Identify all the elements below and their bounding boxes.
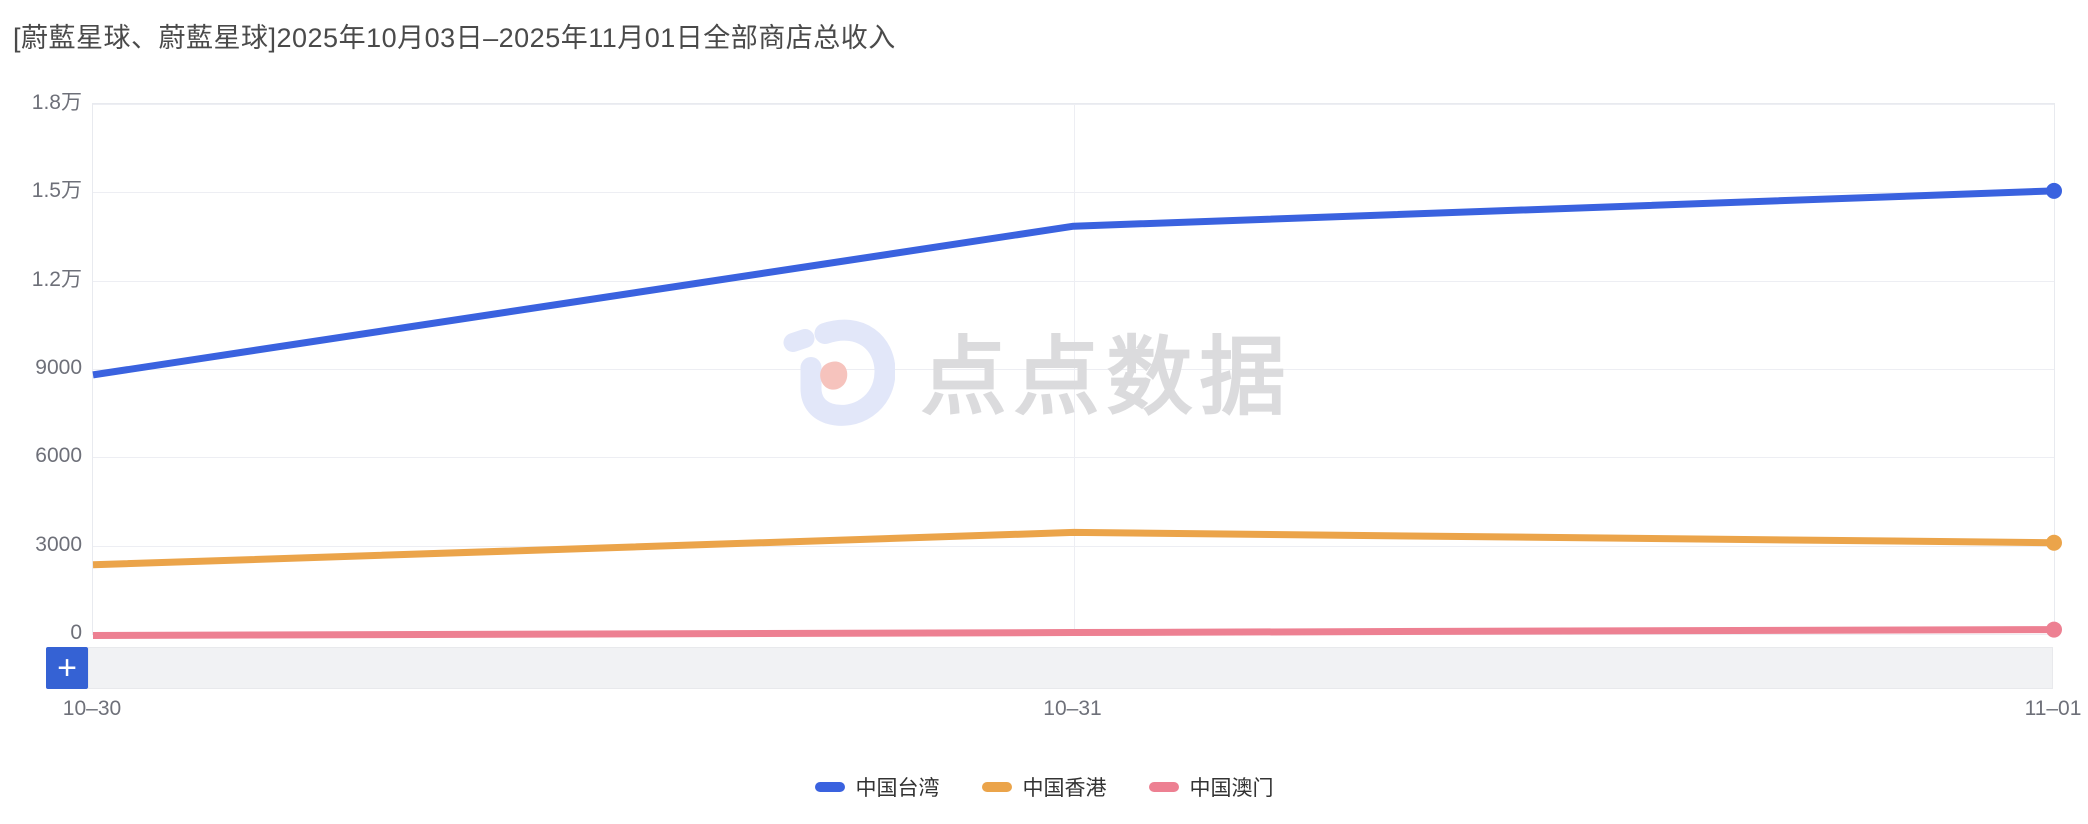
v-gridline: [1073, 104, 1075, 634]
y-tick-label: 3000: [35, 532, 82, 556]
x-tick-label: 10–31: [1043, 697, 1102, 720]
y-tick-label: 9000: [35, 356, 82, 379]
series-line-中国澳门: [92, 626, 2055, 639]
x-tick-label: 10–30: [62, 697, 122, 720]
add-comparison-button[interactable]: +: [46, 647, 88, 689]
legend-marker-icon: [814, 782, 845, 792]
chart-title: [蔚藍星球、蔚藍星球]2025年10月03日–2025年11月01日全部商店总收…: [13, 23, 896, 53]
x-tick-label: 11–01: [2024, 697, 2082, 720]
legend-marker-icon: [981, 782, 1012, 792]
series-line-中国台湾: [92, 187, 2055, 379]
legend-label: 中国香港: [1022, 777, 1107, 800]
plus-icon: +: [57, 649, 77, 687]
legend-item-中国台湾[interactable]: 中国台湾: [814, 772, 940, 802]
y-tick-label: 6000: [35, 444, 82, 468]
legend-label: 中国澳门: [1189, 777, 1274, 800]
plot-area[interactable]: 点点数据: [92, 103, 2062, 639]
datazoom-slider[interactable]: [88, 647, 2053, 689]
series-endpoint-中国台湾: [2046, 182, 2062, 199]
series-endpoint-中国香港: [2046, 534, 2062, 551]
legend-label: 中国台湾: [855, 777, 940, 800]
legend-marker-icon: [1148, 782, 1179, 792]
series-lines: [92, 182, 2062, 639]
series-endpoint-中国澳门: [2046, 621, 2062, 638]
series-line-中国香港: [92, 528, 2055, 569]
legend: 中国台湾 中国香港 中国澳门: [0, 772, 2088, 802]
y-tick-label: 1.2万: [31, 267, 82, 291]
legend-item-中国香港[interactable]: 中国香港: [981, 772, 1107, 802]
legend-item-中国澳门[interactable]: 中国澳门: [1148, 772, 1274, 802]
y-tick-label: 1.8万: [31, 91, 82, 114]
y-tick-label: 0: [70, 621, 82, 644]
y-tick-label: 1.5万: [31, 179, 82, 203]
